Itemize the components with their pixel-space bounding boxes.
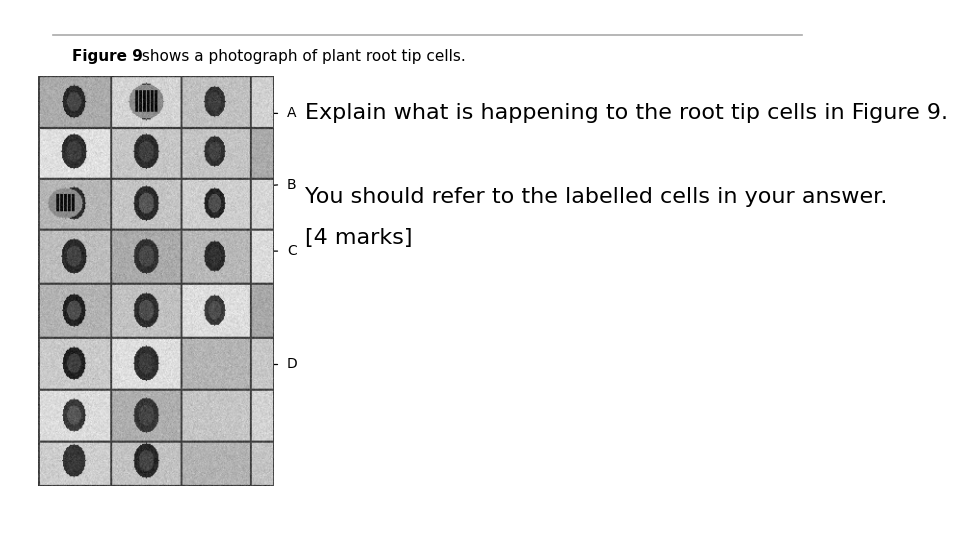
Text: A: A [287, 106, 297, 120]
Text: C: C [287, 244, 297, 258]
Text: Explain what is happening to the root tip cells in Figure 9.: Explain what is happening to the root ti… [305, 103, 948, 124]
Text: You should refer to the labelled cells in your answer.: You should refer to the labelled cells i… [305, 187, 888, 207]
Text: shows a photograph of plant root tip cells.: shows a photograph of plant root tip cel… [137, 49, 466, 64]
Text: [4 marks]: [4 marks] [305, 227, 413, 248]
Text: B: B [287, 178, 297, 192]
Text: Figure 9: Figure 9 [72, 49, 143, 64]
Text: D: D [287, 357, 298, 372]
